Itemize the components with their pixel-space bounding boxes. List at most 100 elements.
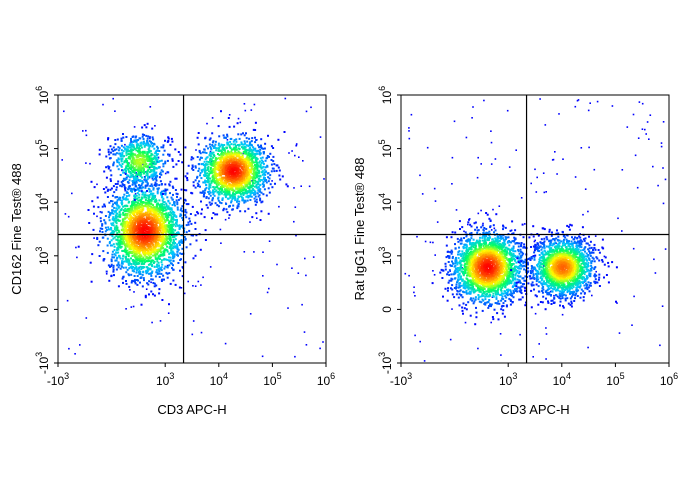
event-dot	[222, 190, 225, 193]
event-dot	[228, 204, 231, 207]
event-dot	[171, 225, 174, 228]
event-dot	[218, 171, 221, 174]
event-dot	[154, 167, 157, 169]
event-dot	[134, 163, 136, 166]
event-dot	[133, 207, 136, 210]
event-dot	[175, 246, 177, 249]
event-dot	[115, 207, 118, 210]
event-dot	[122, 281, 124, 284]
event-dot	[260, 167, 263, 170]
event-dot	[227, 184, 229, 187]
event-dot	[139, 224, 142, 227]
event-dot	[225, 188, 228, 191]
event-dot	[231, 156, 234, 158]
event-dot	[147, 249, 150, 252]
event-dot	[113, 191, 116, 194]
event-dot	[219, 145, 222, 148]
event-dot	[142, 239, 145, 242]
event-dot	[163, 248, 166, 251]
event-dot	[131, 243, 134, 246]
event-dot	[206, 206, 209, 209]
event-dot	[209, 159, 211, 162]
event-dot	[162, 217, 165, 220]
event-dot	[126, 253, 129, 256]
event-dot	[168, 242, 171, 245]
event-dot	[256, 150, 259, 153]
event-dot	[240, 160, 243, 163]
event-dot	[232, 192, 234, 195]
event-dot	[246, 174, 249, 177]
event-dot	[232, 197, 235, 200]
event-dot	[253, 176, 256, 179]
event-dot	[136, 192, 139, 195]
event-dot	[164, 215, 167, 218]
event-dot	[171, 213, 174, 216]
event-dot	[166, 225, 168, 228]
event-dot	[274, 182, 276, 185]
event-dot	[126, 174, 129, 177]
event-dot	[167, 259, 170, 262]
event-dot	[139, 273, 142, 276]
event-dot	[204, 172, 207, 175]
event-dot	[130, 231, 133, 234]
event-dot	[107, 151, 110, 153]
event-dot	[242, 172, 245, 174]
event-dot	[143, 243, 146, 246]
event-dot	[144, 241, 146, 244]
event-dot	[185, 224, 188, 227]
event-dot	[223, 156, 226, 159]
event-dot	[233, 147, 236, 150]
event-dot	[146, 199, 149, 202]
event-dot	[132, 280, 135, 283]
event-dot	[256, 186, 259, 189]
event-dot	[158, 276, 161, 278]
event-dot	[143, 247, 146, 249]
event-dot	[178, 224, 181, 227]
event-dot	[164, 160, 167, 163]
event-dot	[160, 239, 163, 241]
event-dot	[148, 210, 151, 213]
event-dot	[187, 280, 189, 283]
event-dot	[246, 170, 249, 173]
event-dot	[153, 195, 156, 197]
event-dot	[163, 229, 166, 232]
event-dot	[139, 155, 142, 158]
event-dot	[137, 271, 140, 274]
event-dot	[165, 204, 168, 207]
event-dot	[154, 248, 157, 251]
event-dot	[242, 191, 244, 194]
event-dot	[110, 200, 112, 202]
event-dot	[260, 210, 263, 213]
event-dot	[123, 217, 126, 220]
event-dot	[155, 198, 157, 201]
event-dot	[204, 137, 207, 140]
event-dot	[250, 192, 253, 195]
event-dot	[225, 153, 227, 155]
event-dot	[207, 191, 210, 193]
event-dot	[228, 157, 231, 160]
event-dot	[121, 236, 123, 239]
event-dot	[250, 195, 253, 198]
event-dot	[132, 231, 135, 234]
event-dot	[133, 279, 136, 282]
event-dot	[174, 245, 177, 248]
event-dot	[323, 178, 325, 180]
event-dot	[144, 296, 147, 299]
event-dot	[96, 183, 98, 186]
event-dot	[233, 176, 236, 179]
event-dot	[242, 180, 245, 182]
event-dot	[165, 224, 168, 227]
event-dot	[255, 139, 258, 141]
event-dot	[134, 196, 137, 199]
event-dot	[150, 157, 153, 160]
event-dot	[221, 199, 224, 201]
event-dot	[128, 217, 131, 220]
event-dot	[172, 216, 175, 219]
event-dot	[156, 241, 159, 244]
event-dot	[228, 145, 231, 148]
event-dot	[147, 221, 150, 224]
event-dot	[192, 257, 195, 260]
event-dot	[168, 224, 171, 227]
event-dot	[123, 248, 126, 251]
event-dot	[68, 347, 70, 350]
